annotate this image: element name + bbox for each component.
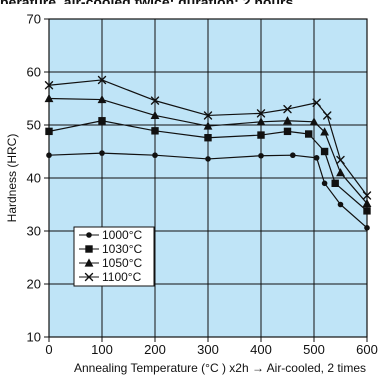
data-point — [97, 94, 107, 104]
data-point — [313, 155, 320, 161]
legend-entry: 1100°C — [79, 270, 142, 284]
data-point — [336, 168, 345, 177]
data-point — [203, 121, 213, 130]
data-point — [290, 152, 296, 159]
data-point — [320, 147, 329, 156]
y-tick-label: 70 — [27, 12, 41, 27]
data-point — [257, 131, 265, 139]
data-point — [204, 134, 212, 142]
data-point — [85, 245, 93, 253]
data-point — [203, 111, 213, 120]
legend-entry: 1030°C — [79, 242, 142, 256]
x-axis-label: Annealing Temperature (°C ) x2h → Air-co… — [74, 361, 366, 375]
legend-label: 1000°C — [102, 228, 142, 242]
y-tick-label: 50 — [27, 118, 41, 133]
data-point — [312, 98, 321, 107]
data-point — [321, 180, 328, 187]
x-tick-label: 0 — [45, 342, 52, 357]
data-point — [283, 104, 292, 114]
y-tick-label: 20 — [27, 277, 41, 292]
data-point — [150, 96, 160, 105]
series-layer — [44, 75, 372, 231]
x-tick-label: 300 — [197, 342, 219, 357]
data-point — [309, 117, 319, 126]
y-tick-label: 60 — [27, 65, 41, 80]
legend-entry: 1000°C — [79, 228, 142, 242]
data-point — [152, 152, 158, 159]
data-point — [205, 156, 211, 162]
x-tick-label: 500 — [303, 342, 325, 357]
tick-layer: 10 20 30 40 50 60 70 0 100 200 300 400 500 600 — [27, 12, 378, 358]
data-point — [84, 272, 94, 282]
series-line — [48, 120, 368, 212]
data-point — [305, 130, 313, 138]
cropped-title-text: perature, air-cooled twice; duration: 2 … — [0, 0, 378, 4]
data-point — [258, 152, 264, 159]
data-point — [337, 201, 344, 208]
x-tick-label: 400 — [250, 342, 272, 357]
series-line — [48, 79, 368, 196]
x-tick-label: 100 — [91, 342, 113, 357]
data-point — [331, 179, 339, 187]
legend-label: 1050°C — [102, 256, 142, 270]
y-tick-label: 40 — [27, 171, 41, 186]
legend-label: 1100°C — [102, 270, 142, 284]
data-point — [150, 110, 160, 120]
data-point — [97, 75, 107, 85]
data-point — [84, 258, 94, 267]
data-point — [151, 127, 159, 135]
data-point — [98, 117, 106, 125]
data-point — [86, 232, 92, 238]
data-point — [283, 127, 292, 136]
data-point — [256, 109, 266, 118]
y-tick-label: 30 — [27, 224, 41, 239]
y-axis-label: Hardness (HRC) — [5, 134, 19, 223]
data-point — [99, 150, 105, 156]
data-point — [336, 155, 345, 165]
series-group — [46, 150, 370, 231]
data-point — [283, 116, 292, 125]
series-line — [48, 152, 368, 229]
y-tick-label: 10 — [27, 330, 41, 345]
data-point — [320, 127, 329, 136]
legend-entry: 1050°C — [79, 256, 142, 270]
legend-label: 1030°C — [102, 242, 142, 256]
series-group — [44, 75, 372, 200]
series-line — [48, 97, 368, 204]
x-tick-label: 200 — [144, 342, 166, 357]
data-point — [256, 117, 266, 126]
x-tick-label: 600 — [356, 342, 378, 357]
data-point — [323, 111, 332, 120]
